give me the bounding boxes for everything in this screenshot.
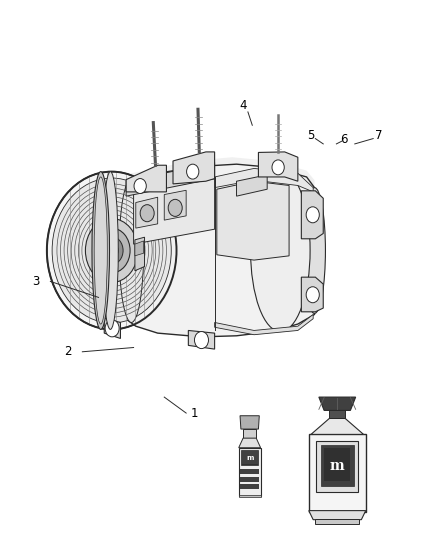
Ellipse shape — [102, 172, 118, 329]
Text: m: m — [330, 459, 345, 473]
Polygon shape — [135, 237, 145, 271]
Polygon shape — [311, 418, 364, 434]
Text: 2: 2 — [64, 345, 72, 358]
Text: 4: 4 — [240, 99, 247, 112]
Polygon shape — [134, 179, 215, 244]
Polygon shape — [215, 168, 313, 192]
Bar — [309, 434, 366, 512]
Ellipse shape — [85, 219, 138, 282]
Polygon shape — [301, 277, 323, 312]
Ellipse shape — [272, 160, 284, 175]
Bar — [324, 448, 350, 481]
Ellipse shape — [140, 205, 154, 222]
Bar — [239, 448, 261, 496]
Ellipse shape — [47, 172, 177, 329]
Ellipse shape — [187, 164, 199, 179]
Bar — [240, 469, 259, 474]
Polygon shape — [217, 181, 289, 260]
Polygon shape — [112, 157, 314, 192]
Ellipse shape — [134, 179, 146, 193]
Polygon shape — [116, 168, 314, 197]
Text: 3: 3 — [32, 275, 39, 288]
Ellipse shape — [168, 199, 182, 216]
Polygon shape — [301, 191, 323, 239]
Polygon shape — [188, 330, 215, 349]
Bar — [321, 445, 354, 486]
Ellipse shape — [105, 243, 118, 259]
Ellipse shape — [304, 188, 325, 313]
Polygon shape — [240, 416, 259, 429]
Text: 6: 6 — [340, 133, 348, 146]
Ellipse shape — [93, 228, 130, 273]
Bar — [240, 477, 259, 482]
Polygon shape — [164, 190, 186, 220]
Text: m: m — [246, 455, 253, 462]
Bar — [242, 451, 258, 464]
Polygon shape — [135, 241, 144, 256]
Ellipse shape — [119, 179, 144, 322]
Ellipse shape — [94, 177, 107, 324]
Ellipse shape — [100, 237, 123, 264]
Polygon shape — [258, 152, 298, 181]
Polygon shape — [239, 438, 261, 448]
Polygon shape — [243, 429, 256, 438]
Polygon shape — [237, 175, 267, 196]
Bar — [239, 495, 261, 497]
Polygon shape — [104, 318, 120, 338]
Bar — [241, 450, 258, 465]
Ellipse shape — [306, 207, 319, 223]
Ellipse shape — [92, 172, 110, 329]
Ellipse shape — [194, 332, 208, 349]
Polygon shape — [136, 197, 158, 228]
Bar — [329, 410, 345, 418]
Polygon shape — [126, 165, 166, 192]
Bar — [240, 484, 259, 489]
Text: 7: 7 — [375, 130, 383, 142]
Polygon shape — [110, 164, 314, 337]
Ellipse shape — [105, 320, 119, 337]
Bar — [315, 519, 359, 524]
Polygon shape — [126, 163, 215, 196]
Polygon shape — [215, 314, 313, 335]
Polygon shape — [319, 397, 356, 410]
Polygon shape — [173, 152, 215, 184]
Ellipse shape — [251, 169, 310, 332]
Text: 5: 5 — [307, 130, 314, 142]
Ellipse shape — [52, 178, 171, 323]
Ellipse shape — [306, 287, 319, 303]
Bar — [316, 441, 358, 492]
Polygon shape — [309, 511, 366, 520]
Text: 1: 1 — [191, 407, 199, 419]
